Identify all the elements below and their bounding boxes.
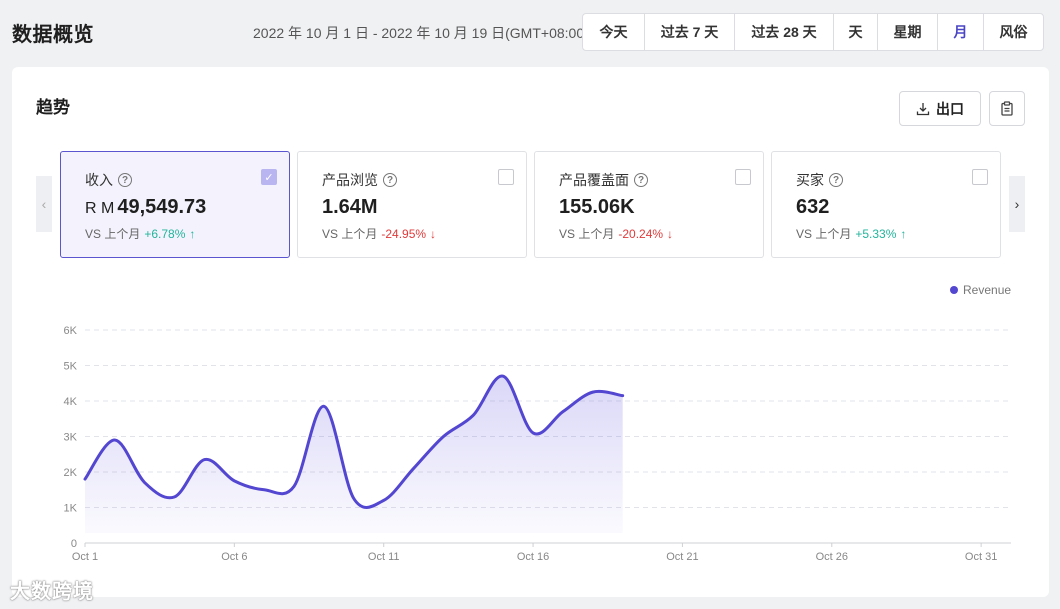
range-today-button[interactable]: 今天 — [583, 14, 645, 50]
metric-label-text: 产品浏览 — [322, 172, 378, 188]
metric-checkbox[interactable] — [498, 169, 514, 185]
range-day-button[interactable]: 天 — [834, 14, 878, 50]
x-tick-label: Oct 16 — [517, 551, 549, 563]
x-tick-label: Oct 26 — [816, 551, 848, 563]
export-button[interactable]: 出口 — [899, 91, 981, 126]
y-tick-label: 3K — [64, 432, 78, 444]
chart-legend[interactable]: Revenue — [950, 283, 1011, 297]
metric-label: 收入 ? — [85, 170, 132, 190]
legend-dot-icon — [950, 286, 958, 294]
metric-card-product-reach[interactable]: 产品覆盖面 ? 155.06K VS 上个月 -20.24% ↓ — [534, 151, 764, 258]
metric-label-text: 收入 — [85, 172, 113, 188]
range-last-7-days-button[interactable]: 过去 7 天 — [645, 14, 735, 50]
range-custom-button[interactable]: 风俗 — [999, 24, 1028, 40]
metric-label-text: 买家 — [796, 172, 824, 188]
metric-number: 1.64M — [322, 196, 378, 218]
metric-value: 1.64M — [322, 196, 378, 219]
metric-label: 产品覆盖面 ? — [559, 170, 648, 190]
metric-label-text: 产品覆盖面 — [559, 172, 629, 188]
x-tick-label: Oct 6 — [221, 551, 247, 563]
metric-compare: VS 上个月 -20.24% ↓ — [559, 225, 673, 242]
metric-change: +5.33% — [855, 226, 897, 241]
x-tick-label: Oct 11 — [368, 551, 400, 563]
metric-value: 632 — [796, 196, 829, 219]
arrow-up-icon: ↑ — [189, 226, 196, 241]
date-range-label[interactable]: 2022 年 10 月 1 日 - 2022 年 10 月 19 日(GMT+0… — [253, 25, 589, 41]
metric-value: R M 49,549.73 — [85, 196, 206, 219]
metric-change: -24.95% — [381, 226, 427, 241]
clipboard-button[interactable] — [989, 91, 1025, 126]
download-icon — [916, 102, 930, 115]
metric-compare: VS 上个月 -24.95% ↓ — [322, 225, 436, 242]
metric-compare-prefix: VS 上个月 — [322, 227, 378, 241]
metric-card-product-views[interactable]: 产品浏览 ? 1.64M VS 上个月 -24.95% ↓ — [297, 151, 527, 258]
time-range-selector: 今天 过去 7 天 过去 28 天 天 星期 月 风俗 — [582, 13, 1044, 51]
metric-number: 49,549.73 — [117, 196, 207, 218]
y-tick-label: 6K — [64, 325, 78, 337]
metric-checkbox[interactable]: ✓ — [261, 169, 277, 185]
metric-card-revenue[interactable]: 收入 ? ✓ R M 49,549.73 VS 上个月 +6.78% ↑ — [60, 151, 290, 258]
trend-title: 趋势 — [36, 98, 70, 117]
metric-compare-prefix: VS 上个月 — [85, 227, 141, 241]
trend-card: 趋势 出口 ‹ › 收入 ? ✓ R M 49,549.73 VS 上个月 +6.… — [12, 67, 1049, 597]
y-tick-label: 4K — [64, 396, 78, 408]
arrow-down-icon: ↓ — [667, 226, 674, 241]
carousel-prev-button[interactable]: ‹ — [36, 176, 52, 232]
range-month-button[interactable]: 月 — [938, 14, 984, 50]
metric-checkbox[interactable] — [735, 169, 751, 185]
metric-label: 买家 ? — [796, 170, 843, 190]
check-icon: ✓ — [264, 171, 274, 184]
metric-change: +6.78% — [144, 226, 186, 241]
revenue-area — [85, 375, 623, 533]
range-last-28-days-button[interactable]: 过去 28 天 — [735, 14, 834, 50]
page-title: 数据概览 — [12, 24, 94, 46]
help-icon[interactable]: ? — [634, 173, 648, 187]
metric-value: 155.06K — [559, 196, 635, 219]
arrow-up-icon: ↑ — [900, 226, 907, 241]
metric-checkbox[interactable] — [972, 169, 988, 185]
y-tick-label: 1K — [64, 503, 78, 515]
metric-compare: VS 上个月 +6.78% ↑ — [85, 225, 195, 242]
revenue-chart: 0 1K 2K 3K 4K 5K 6K Oct 1 Oct 6 Oct 11 Oct 16 Oct 2… — [64, 325, 1011, 563]
chevron-right-icon: › — [1014, 196, 1020, 212]
chevron-left-icon: ‹ — [41, 196, 47, 212]
arrow-down-icon: ↓ — [430, 226, 437, 241]
watermark-text: 大数跨境 — [10, 581, 94, 603]
help-icon[interactable]: ? — [829, 173, 843, 187]
y-tick-label: 0 — [71, 538, 77, 550]
help-icon[interactable]: ? — [383, 173, 397, 187]
y-tick-label: 2K — [64, 467, 78, 479]
metric-number: 155.06K — [559, 196, 635, 218]
clipboard-icon — [1001, 101, 1013, 116]
metric-currency: R M — [85, 200, 115, 217]
range-week-button[interactable]: 星期 — [878, 14, 938, 50]
carousel-next-button[interactable]: › — [1009, 176, 1025, 232]
legend-label: Revenue — [963, 283, 1012, 297]
x-tick-label: Oct 1 — [72, 551, 98, 563]
metric-number: 632 — [796, 196, 830, 218]
metric-compare-prefix: VS 上个月 — [796, 227, 852, 241]
export-label: 出口 — [936, 100, 964, 117]
revenue-line — [83, 374, 625, 509]
help-icon[interactable]: ? — [118, 173, 132, 187]
metric-label: 产品浏览 ? — [322, 170, 397, 190]
metric-compare: VS 上个月 +5.33% ↑ — [796, 225, 906, 242]
metric-compare-prefix: VS 上个月 — [559, 227, 615, 241]
y-tick-label: 5K — [64, 361, 78, 373]
metric-card-buyers[interactable]: 买家 ? 632 VS 上个月 +5.33% ↑ — [771, 151, 1001, 258]
x-tick-label: Oct 31 — [965, 551, 997, 563]
x-tick-label: Oct 21 — [666, 551, 698, 563]
metric-change: -20.24% — [618, 226, 664, 241]
